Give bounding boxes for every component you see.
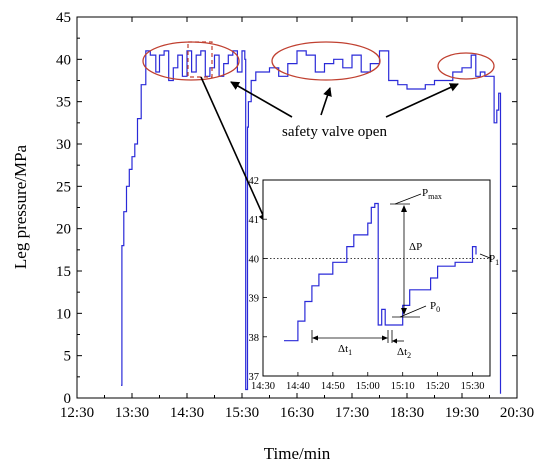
- inset-ytick-label: 37: [249, 372, 260, 383]
- main-xtick-label: 19:30: [445, 405, 479, 421]
- main-xtick-label: 14:30: [170, 405, 204, 421]
- inset-ytick-label: 40: [249, 254, 260, 265]
- main-series-group: [121, 50, 502, 394]
- main-ytick-label: 20: [56, 222, 71, 238]
- main-ytick-label: 15: [56, 264, 71, 280]
- inset-background: [262, 179, 491, 377]
- inset-xtick-label: 14:50: [321, 381, 345, 392]
- arrow-to-ellipse-1: [230, 81, 293, 118]
- label-dt1-main: Δt: [338, 343, 348, 355]
- inset-y-tick-labels: 37 38 39 40 41 42: [249, 176, 260, 383]
- p0-leader: [399, 305, 427, 318]
- arrow-to-ellipse-3: [385, 83, 459, 118]
- inset-xtick-label: 15:10: [391, 381, 415, 392]
- main-ytick-label: 30: [56, 137, 71, 153]
- label-dt2: Δt2: [397, 346, 411, 360]
- main-xtick-label: 17:30: [335, 405, 369, 421]
- main-ytick-label: 25: [56, 179, 71, 195]
- main-series-line: [121, 50, 502, 394]
- inset-series-line: [284, 202, 477, 342]
- inset-ytick-label: 38: [249, 333, 260, 344]
- inset-xtick-label: 15:00: [356, 381, 380, 392]
- x-axis-title: Time/min: [264, 444, 331, 463]
- y-axis-title: Leg pressure/MPa: [11, 144, 30, 269]
- main-xtick-label: 20:30: [500, 405, 534, 421]
- main-ytick-label: 5: [64, 349, 72, 365]
- arrow-to-ellipse-2: [320, 87, 332, 116]
- main-xtick-label: 18:30: [390, 405, 424, 421]
- inset-xtick-label: 15:30: [461, 381, 485, 392]
- label-p1-sub: 1: [495, 258, 499, 267]
- label-pmax: Pmax: [422, 187, 442, 201]
- inset-x-tick-labels: 14:30 14:40 14:50 15:00 15:10 15:20 15:30: [251, 381, 484, 392]
- label-pmax-main: P: [422, 187, 428, 199]
- main-ytick-label: 0: [64, 391, 72, 407]
- dp-arrow-bottom: [401, 308, 407, 315]
- main-ytick-label: 40: [56, 52, 71, 68]
- highlight-ellipse-3: [437, 52, 495, 80]
- inset-annotations: [311, 193, 491, 344]
- dt2-arrow-left: [392, 338, 397, 344]
- label-pmax-sub: max: [428, 192, 442, 201]
- main-x-tick-labels: 12:30 13:30 14:30 15:30 16:30 17:30 18:30 19:30…: [60, 405, 534, 421]
- inset-ytick-label: 39: [249, 294, 260, 305]
- inset-xtick-label: 14:30: [251, 381, 275, 392]
- highlight-ellipse-2: [271, 41, 381, 81]
- annotation-safety-valve-open: safety valve open: [282, 124, 387, 140]
- inset-xtick-label: 15:20: [426, 381, 450, 392]
- main-xtick-label: 12:30: [60, 405, 94, 421]
- label-p0-sub: 0: [436, 305, 440, 314]
- main-y-tick-labels: 0 5 10 15 20 25 30 35 40 45: [56, 10, 71, 407]
- arrow-to-inset: [200, 76, 267, 223]
- label-dt2-main: Δt: [397, 346, 407, 358]
- main-ytick-label: 45: [56, 10, 71, 26]
- zoom-region-box: [187, 41, 213, 78]
- main-axis-ticks: [76, 16, 518, 399]
- label-p0: P0: [430, 300, 440, 314]
- label-p1: P1: [489, 253, 499, 267]
- p1-leader: [479, 253, 491, 259]
- main-ytick-label: 35: [56, 95, 71, 111]
- label-dp: ΔP: [409, 241, 422, 253]
- label-dt1: Δt1: [338, 343, 352, 357]
- inset-ytick-label: 42: [249, 176, 260, 187]
- inset-axis-ticks: [262, 179, 473, 377]
- label-p0-main: P: [430, 300, 436, 312]
- label-dt2-sub: 2: [407, 351, 411, 360]
- label-dt1-sub: 1: [348, 348, 352, 357]
- label-p1-main: P: [489, 253, 495, 265]
- dt1-arrow-right: [382, 335, 388, 341]
- dp-arrow-top: [401, 205, 407, 212]
- inset-series-group: [284, 202, 477, 342]
- dt1-arrow-left: [312, 335, 318, 341]
- main-ytick-label: 10: [56, 306, 71, 322]
- inset-xtick-label: 14:40: [286, 381, 310, 392]
- main-xtick-label: 16:30: [280, 405, 314, 421]
- pmax-leader: [394, 193, 422, 205]
- main-xtick-label: 13:30: [115, 405, 149, 421]
- main-xtick-label: 15:30: [225, 405, 259, 421]
- inset-ytick-label: 41: [249, 215, 260, 226]
